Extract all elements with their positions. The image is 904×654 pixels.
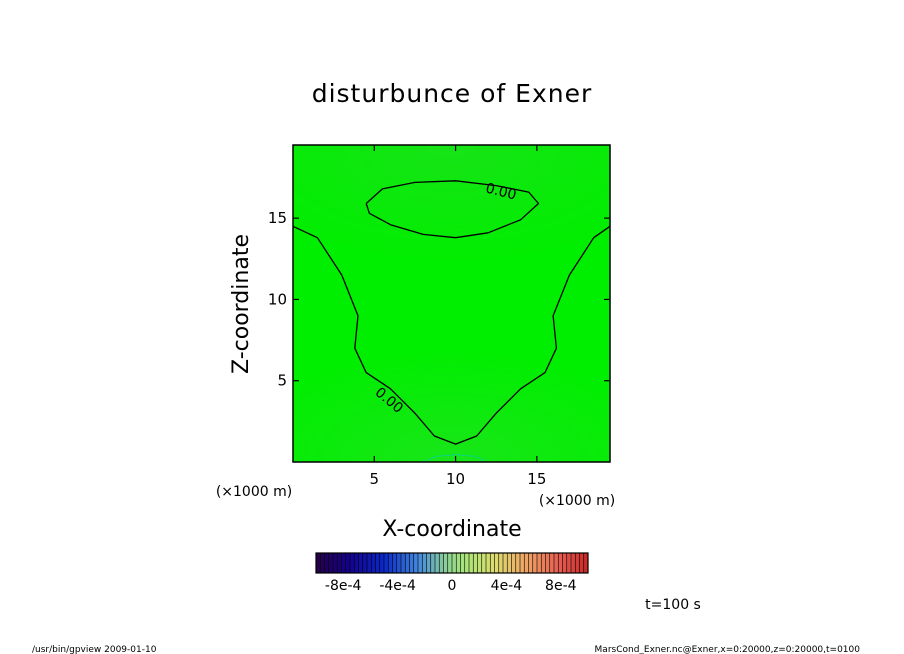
colorbar-segment bbox=[486, 553, 491, 573]
colorbar-segment bbox=[545, 553, 550, 573]
colorbar-segment bbox=[579, 553, 584, 573]
colorbar-segment bbox=[503, 553, 508, 573]
footer-right: MarsCond_Exner.nc@Exner,x=0:20000,z=0:20… bbox=[595, 645, 861, 654]
colorbar-segment bbox=[345, 553, 351, 573]
contour-line bbox=[365, 180, 540, 239]
colorbar-segment bbox=[469, 553, 474, 573]
colorbar-segment bbox=[507, 553, 512, 573]
x-unit-label: (×1000 m) bbox=[539, 493, 615, 509]
colorbar-segment bbox=[354, 553, 359, 573]
colorbar-segment bbox=[524, 553, 529, 573]
x-tick-label: 15 bbox=[527, 470, 546, 488]
colorbar-segment bbox=[464, 553, 470, 573]
x-axis-label: X-coordinate bbox=[382, 517, 521, 542]
colorbar-segment bbox=[456, 553, 461, 573]
colorbar-frame bbox=[315, 552, 589, 574]
colorbar-tick-label: -4e-4 bbox=[379, 578, 416, 594]
contour-label: 0.00 bbox=[484, 181, 518, 204]
y-tick-label: 15 bbox=[268, 209, 287, 227]
colorbar-segment bbox=[583, 553, 589, 573]
plot-frame bbox=[292, 144, 611, 463]
colorbar-segment bbox=[541, 553, 546, 573]
colorbar-segment bbox=[558, 553, 563, 573]
colorbar-segment bbox=[443, 553, 448, 573]
colorbar-segment bbox=[422, 553, 427, 573]
contour-lines bbox=[293, 180, 610, 462]
colorbar-segment bbox=[498, 553, 504, 573]
colorbar-segment bbox=[384, 553, 389, 573]
footer-left: /usr/bin/gpview 2009-01-10 bbox=[32, 645, 157, 654]
colorbar-segment bbox=[358, 553, 363, 573]
x-tick-label: 5 bbox=[370, 470, 380, 488]
colorbar-segment bbox=[320, 553, 325, 573]
colorbar-segment bbox=[418, 553, 423, 573]
colorbar-segment bbox=[426, 553, 431, 573]
colorbar-segment bbox=[396, 553, 402, 573]
colorbar-segment bbox=[409, 553, 414, 573]
upper-shade bbox=[293, 145, 610, 305]
colorbar-segment bbox=[388, 553, 393, 573]
colorbar-segment bbox=[375, 553, 380, 573]
colorbar-segment bbox=[405, 553, 410, 573]
colorbar-segment bbox=[494, 553, 499, 573]
colorbar-tick-label: 4e-4 bbox=[491, 578, 523, 594]
y-tick-label: 10 bbox=[268, 290, 287, 308]
colorbar-segment bbox=[337, 553, 342, 573]
colorbar bbox=[315, 552, 589, 574]
colorbar-segment bbox=[520, 553, 525, 573]
colorbar-segment bbox=[532, 553, 538, 573]
colorbar-segment bbox=[367, 553, 372, 573]
colorbar-segment bbox=[392, 553, 397, 573]
colorbar-segment bbox=[554, 553, 559, 573]
colorbar-segment bbox=[515, 553, 521, 573]
colorbar-segment bbox=[575, 553, 580, 573]
colorbar-segment bbox=[430, 553, 436, 573]
colorbar-segment bbox=[413, 553, 419, 573]
colorbar-segment bbox=[562, 553, 567, 573]
colorbar-segment bbox=[460, 553, 465, 573]
colorbar-tick-label: 8e-4 bbox=[545, 578, 577, 594]
colorbar-segment bbox=[379, 553, 385, 573]
colorbar-segment bbox=[528, 553, 533, 573]
colorbar-segment bbox=[316, 553, 321, 573]
colorbar-segment bbox=[324, 553, 329, 573]
colorbar-segment bbox=[350, 553, 355, 573]
colorbar-tick-label: -8e-4 bbox=[325, 578, 362, 594]
colorbar-segment bbox=[473, 553, 478, 573]
y-axis-label: Z-coordinate bbox=[229, 234, 254, 374]
colorbar-segment bbox=[333, 553, 338, 573]
z-unit-label: (×1000 m) bbox=[216, 484, 292, 500]
colorbar-tick-labels: -8e-4 -4e-4 0 4e-4 8e-4 bbox=[325, 578, 577, 594]
colorbar-segment bbox=[362, 553, 368, 573]
contour-line bbox=[293, 225, 610, 445]
colorbar-segment bbox=[328, 553, 334, 573]
lower-shade bbox=[293, 300, 610, 462]
colorbar-segment bbox=[511, 553, 516, 573]
colorbar-segment bbox=[537, 553, 542, 573]
colorbar-segment bbox=[435, 553, 440, 573]
time-annotation: t=100 s bbox=[645, 597, 701, 613]
colorbar-segment bbox=[447, 553, 453, 573]
colorbar-segment bbox=[490, 553, 495, 573]
colorbar-segment bbox=[477, 553, 482, 573]
colorbar-segment bbox=[549, 553, 555, 573]
colorbar-segment bbox=[481, 553, 487, 573]
plot-area bbox=[293, 145, 610, 462]
colorbar-segment bbox=[439, 553, 444, 573]
x-tick-label: 10 bbox=[446, 470, 465, 488]
colorbar-segment bbox=[341, 553, 346, 573]
chart-title: disturbunce of Exner bbox=[312, 79, 593, 108]
axes: 5 10 15 5 10 15 bbox=[268, 145, 610, 488]
colorbar-segment bbox=[571, 553, 576, 573]
colorbar-segment bbox=[566, 553, 572, 573]
colorbar-segment bbox=[452, 553, 457, 573]
y-tick-label: 5 bbox=[277, 372, 287, 390]
colorbar-tick-label: 0 bbox=[448, 578, 457, 594]
colorbar-segment bbox=[401, 553, 406, 573]
colorbar-segment bbox=[371, 553, 376, 573]
